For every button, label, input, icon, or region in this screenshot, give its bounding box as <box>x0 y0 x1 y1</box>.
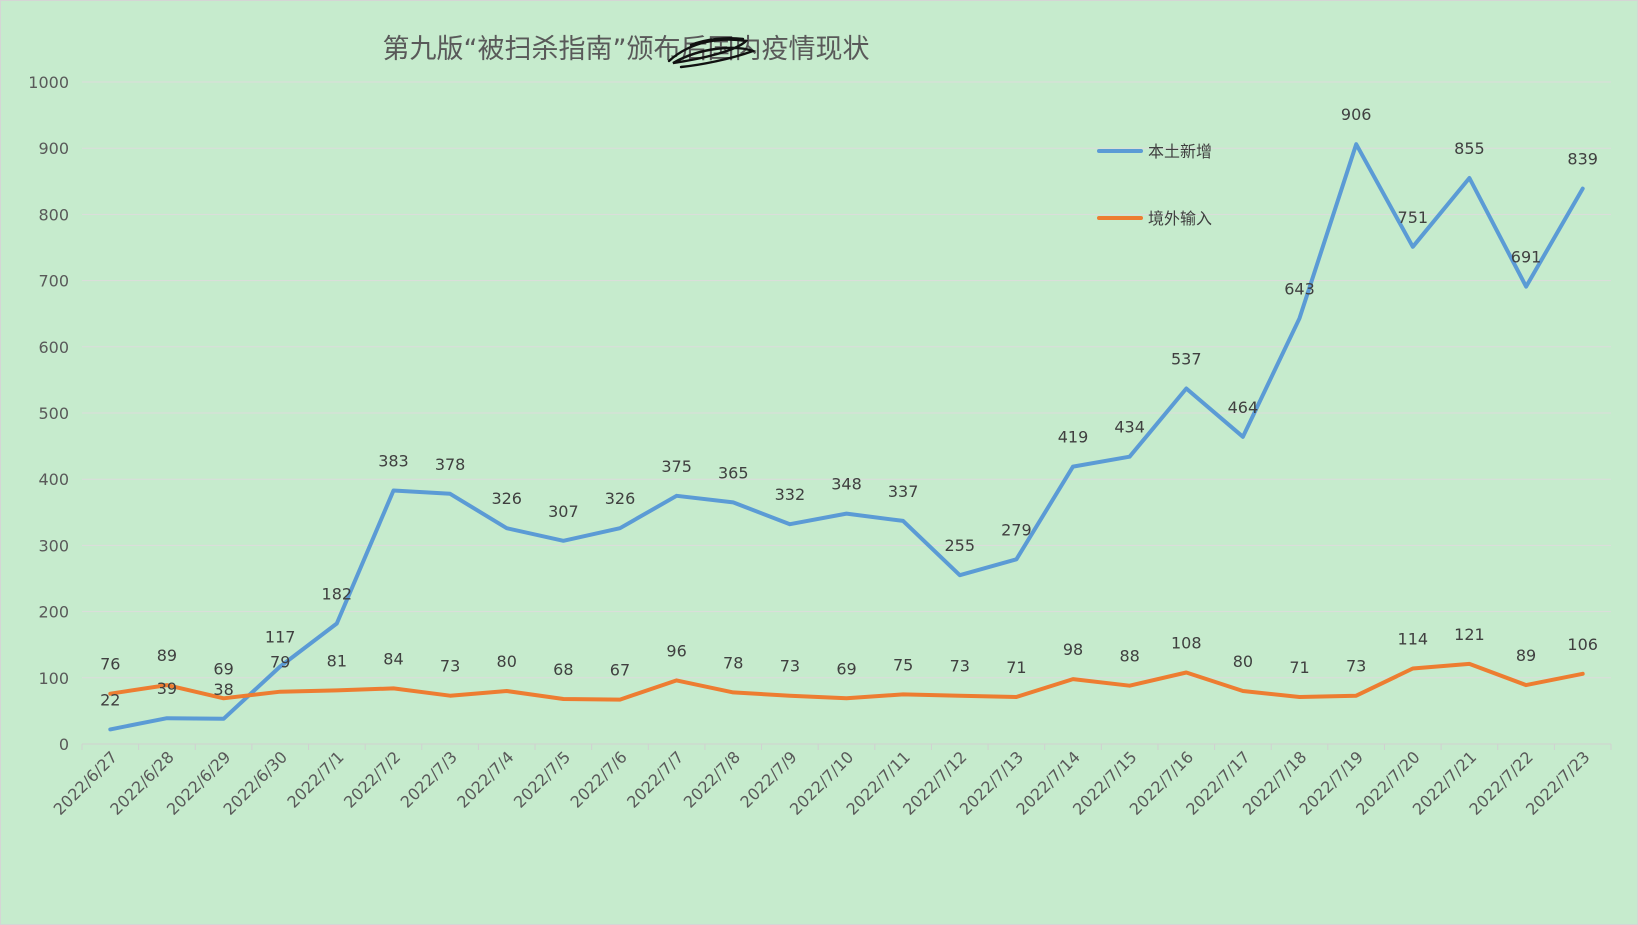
series-line-0 <box>108 142 1585 732</box>
data-label: 307 <box>548 502 579 521</box>
y-tick-label: 100 <box>38 669 69 688</box>
data-label: 98 <box>1063 640 1083 659</box>
data-label: 855 <box>1454 139 1485 158</box>
data-label: 81 <box>327 651 347 670</box>
data-label: 375 <box>661 457 692 476</box>
data-label: 67 <box>610 661 630 680</box>
data-label: 537 <box>1171 350 1202 369</box>
data-label: 365 <box>718 463 749 482</box>
data-label: 906 <box>1341 105 1372 124</box>
data-label: 114 <box>1398 630 1429 649</box>
data-label: 73 <box>780 657 800 676</box>
data-label: 39 <box>157 679 177 698</box>
x-tick-label: 2022/7/2 <box>340 747 404 811</box>
data-label: 88 <box>1119 647 1139 666</box>
data-label: 73 <box>950 657 970 676</box>
data-label: 751 <box>1398 208 1429 227</box>
data-label: 69 <box>213 659 233 678</box>
chart-title: 第九版“被扫杀指南”颁布后国内疫情现状 <box>383 34 870 65</box>
y-tick-label: 200 <box>38 603 69 622</box>
data-label: 78 <box>723 653 743 672</box>
x-tick-label: 2022/7/4 <box>453 747 517 811</box>
data-label: 38 <box>213 680 233 699</box>
data-label: 839 <box>1567 150 1598 169</box>
y-tick-label: 300 <box>38 536 69 555</box>
data-label: 434 <box>1114 418 1145 437</box>
data-label: 332 <box>775 485 806 504</box>
x-tick-label: 2022/7/8 <box>680 747 744 811</box>
data-label: 182 <box>322 585 353 604</box>
y-tick-label: 800 <box>38 205 69 224</box>
data-labels: 22 39 38 117 182 383 378 326 307 326 375 365 332 348 3… <box>100 105 1598 709</box>
data-label: 89 <box>157 646 177 665</box>
data-label: 71 <box>1006 658 1026 677</box>
series-line-1 <box>108 661 1585 702</box>
data-label: 691 <box>1511 248 1542 267</box>
x-tick-label: 2022/7/7 <box>623 747 687 811</box>
data-label: 279 <box>1001 520 1032 539</box>
x-tick-label: 2022/7/1 <box>283 747 347 811</box>
y-tick-label: 700 <box>38 272 69 291</box>
data-label: 22 <box>100 690 120 709</box>
data-label: 73 <box>1346 657 1366 676</box>
data-label: 108 <box>1171 634 1202 653</box>
data-label: 255 <box>944 536 975 555</box>
data-label: 348 <box>831 475 862 494</box>
data-label: 326 <box>491 489 522 508</box>
data-label: 106 <box>1567 635 1598 654</box>
title-scribble <box>667 37 757 69</box>
legend-label: 境外输入 <box>1148 209 1212 228</box>
data-label: 73 <box>440 657 460 676</box>
x-tick-label: 2022/7/6 <box>567 747 631 811</box>
legend-label: 本土新增 <box>1148 142 1212 161</box>
data-label: 75 <box>893 655 913 674</box>
data-label: 121 <box>1454 625 1485 644</box>
data-label: 76 <box>100 655 120 674</box>
data-label: 89 <box>1516 646 1536 665</box>
data-label: 326 <box>605 489 636 508</box>
x-axis: 2022/6/272022/6/282022/6/292022/6/302022… <box>50 743 1612 819</box>
data-label: 464 <box>1228 398 1259 417</box>
data-label: 80 <box>497 652 517 671</box>
data-label: 378 <box>435 455 466 474</box>
y-tick-label: 500 <box>38 404 69 423</box>
data-label: 337 <box>888 482 919 501</box>
gridlines <box>82 81 1611 679</box>
x-tick-label: 2022/7/3 <box>397 747 461 811</box>
y-axis: 0 100 200 300 400 500 600 700 800 900 1000 <box>28 73 69 754</box>
y-tick-label: 1000 <box>28 73 69 92</box>
data-label: 96 <box>666 641 686 660</box>
series-lines <box>108 142 1585 732</box>
data-label: 84 <box>383 649 403 668</box>
data-label: 643 <box>1284 279 1315 298</box>
data-label: 71 <box>1289 658 1309 677</box>
data-label: 80 <box>1233 652 1253 671</box>
data-label: 117 <box>265 628 296 647</box>
data-label: 419 <box>1058 428 1089 447</box>
data-label: 383 <box>378 451 409 470</box>
y-tick-label: 400 <box>38 470 69 489</box>
y-tick-label: 600 <box>38 338 69 357</box>
x-tick-label: 2022/7/5 <box>510 747 574 811</box>
data-label: 69 <box>836 659 856 678</box>
y-tick-label: 900 <box>38 139 69 158</box>
data-label: 79 <box>270 653 290 672</box>
data-label: 68 <box>553 660 573 679</box>
y-tick-label: 0 <box>59 735 69 754</box>
